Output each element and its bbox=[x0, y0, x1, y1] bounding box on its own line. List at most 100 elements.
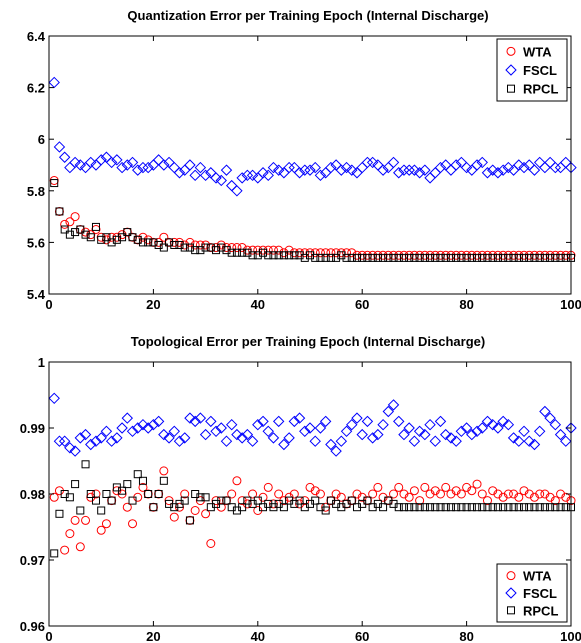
data-point bbox=[159, 243, 168, 252]
data-point bbox=[509, 253, 518, 262]
y-tick-label: 0.96 bbox=[20, 619, 45, 634]
chart-title: Quantization Error per Training Epoch (I… bbox=[127, 8, 488, 23]
data-point bbox=[184, 412, 196, 424]
legend-item-wta: WTA bbox=[506, 569, 552, 584]
data-point bbox=[399, 489, 409, 499]
data-point bbox=[65, 493, 74, 502]
data-point bbox=[81, 230, 90, 239]
data-point bbox=[544, 156, 556, 169]
data-point bbox=[133, 470, 142, 479]
data-point bbox=[445, 164, 457, 176]
data-point bbox=[101, 519, 111, 529]
data-point bbox=[426, 253, 435, 262]
data-point bbox=[284, 245, 294, 255]
data-point bbox=[430, 486, 440, 496]
data-point bbox=[518, 161, 530, 174]
data-point bbox=[424, 418, 436, 431]
data-point bbox=[525, 253, 534, 262]
data-point bbox=[361, 415, 374, 428]
data-point bbox=[64, 161, 76, 174]
data-point bbox=[95, 154, 107, 166]
data-point bbox=[445, 432, 457, 444]
data-point bbox=[441, 503, 450, 512]
legend-label: FSCL bbox=[523, 63, 557, 78]
data-point bbox=[210, 425, 222, 438]
data-point bbox=[419, 164, 431, 176]
data-point bbox=[539, 161, 551, 174]
data-point bbox=[398, 164, 410, 176]
data-point bbox=[387, 156, 400, 169]
data-point bbox=[79, 428, 92, 441]
data-point bbox=[220, 435, 233, 447]
data-point bbox=[486, 164, 499, 176]
data-point bbox=[293, 167, 306, 179]
data-point bbox=[285, 251, 294, 260]
data-point bbox=[366, 432, 379, 444]
data-point bbox=[393, 415, 405, 428]
data-point bbox=[50, 179, 59, 188]
y-ticks: 0.96 0.97 0.98 0.99 1 bbox=[20, 355, 571, 634]
data-point bbox=[217, 496, 226, 505]
data-point bbox=[64, 442, 76, 454]
data-point bbox=[267, 432, 280, 444]
data-point bbox=[462, 253, 471, 262]
data-point bbox=[58, 435, 71, 447]
series-rpcl bbox=[50, 179, 575, 262]
x-ticks: 0 20 40 60 80 100 bbox=[45, 362, 581, 643]
legend-marker bbox=[507, 606, 515, 615]
data-point bbox=[498, 492, 508, 502]
series-fscl bbox=[48, 76, 577, 197]
data-point bbox=[507, 432, 520, 444]
legend: WTA FSCL RPCL bbox=[496, 563, 568, 623]
data-point bbox=[310, 248, 320, 258]
legend-item-rpcl: RPCL bbox=[507, 82, 558, 97]
data-point bbox=[436, 489, 445, 499]
data-point bbox=[222, 496, 231, 505]
data-point bbox=[288, 415, 301, 428]
data-point bbox=[488, 503, 497, 512]
y-tick-label: 1 bbox=[38, 355, 45, 370]
x-tick-label: 40 bbox=[251, 629, 265, 643]
data-point bbox=[53, 141, 66, 153]
data-point bbox=[304, 422, 316, 434]
data-point bbox=[309, 435, 321, 447]
data-point bbox=[525, 503, 534, 512]
data-point bbox=[305, 482, 315, 492]
data-point bbox=[279, 503, 288, 512]
data-point bbox=[377, 164, 389, 176]
data-point bbox=[314, 422, 327, 434]
data-point bbox=[493, 489, 503, 499]
data-point bbox=[264, 251, 273, 260]
data-point bbox=[144, 490, 153, 498]
data-point bbox=[231, 185, 243, 197]
data-point bbox=[326, 248, 336, 258]
data-point bbox=[431, 253, 440, 262]
data-point bbox=[560, 435, 572, 447]
data-point bbox=[118, 233, 127, 242]
data-point bbox=[269, 251, 278, 260]
data-point bbox=[549, 161, 562, 174]
data-point bbox=[107, 496, 116, 505]
x-tick-label: 0 bbox=[45, 297, 52, 312]
data-point bbox=[513, 159, 525, 171]
data-point bbox=[492, 422, 504, 434]
data-point bbox=[492, 167, 504, 179]
data-point bbox=[180, 496, 189, 505]
data-point bbox=[473, 503, 482, 512]
data-point bbox=[530, 503, 539, 512]
data-point bbox=[253, 245, 263, 255]
data-point bbox=[419, 428, 431, 441]
data-point bbox=[460, 422, 473, 434]
data-point bbox=[471, 159, 483, 171]
data-point bbox=[144, 238, 153, 247]
data-point bbox=[225, 179, 238, 192]
data-point bbox=[556, 253, 565, 262]
data-point bbox=[237, 496, 247, 506]
data-point bbox=[55, 207, 64, 216]
data-point bbox=[65, 217, 75, 227]
data-point bbox=[319, 415, 332, 428]
y-tick-label: 0.99 bbox=[20, 421, 45, 436]
data-point bbox=[540, 253, 549, 262]
data-point bbox=[74, 159, 87, 171]
data-point bbox=[434, 415, 447, 428]
